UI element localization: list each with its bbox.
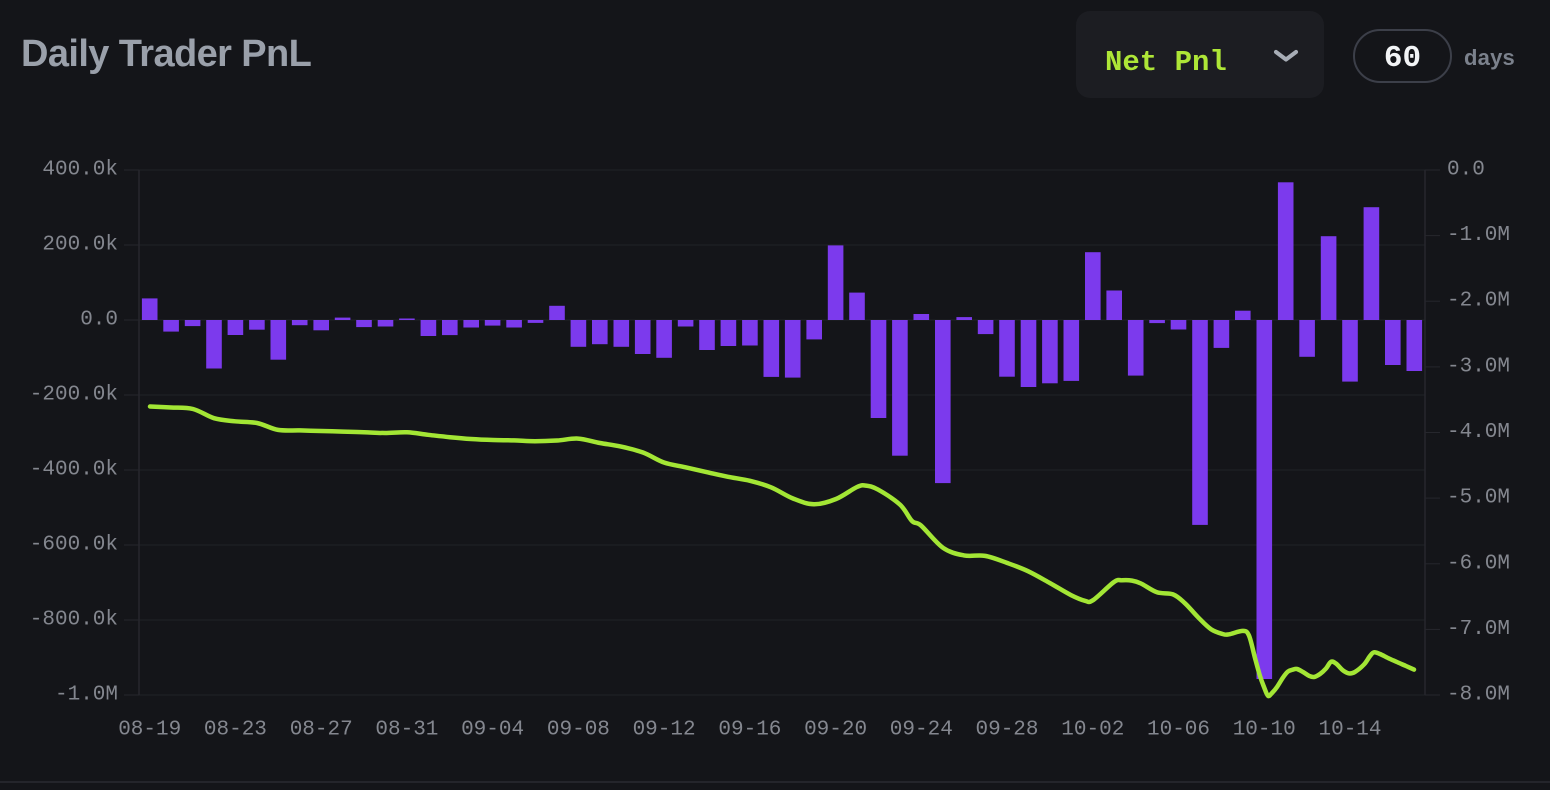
svg-text:-200.0k: -200.0k [30, 384, 118, 407]
svg-text:0.0: 0.0 [80, 309, 118, 332]
svg-text:09-24: 09-24 [890, 719, 953, 742]
svg-text:200.0k: 200.0k [42, 234, 118, 257]
svg-text:-6.0M: -6.0M [1447, 552, 1510, 575]
svg-text:08-19: 08-19 [118, 719, 181, 742]
svg-text:-3.0M: -3.0M [1447, 355, 1510, 378]
svg-text:400.0k: 400.0k [42, 159, 118, 182]
svg-text:-1.0M: -1.0M [1447, 224, 1510, 247]
svg-text:09-16: 09-16 [718, 719, 781, 742]
svg-text:-7.0M: -7.0M [1447, 618, 1510, 641]
svg-text:-800.0k: -800.0k [30, 609, 118, 632]
svg-text:-2.0M: -2.0M [1447, 290, 1510, 313]
svg-text:-4.0M: -4.0M [1447, 421, 1510, 444]
svg-text:10-14: 10-14 [1318, 719, 1381, 742]
svg-text:-400.0k: -400.0k [30, 459, 118, 482]
svg-text:09-12: 09-12 [633, 719, 696, 742]
svg-text:-1.0M: -1.0M [55, 684, 118, 707]
svg-text:09-20: 09-20 [804, 719, 867, 742]
svg-text:08-31: 08-31 [375, 719, 438, 742]
svg-text:10-02: 10-02 [1061, 719, 1124, 742]
svg-text:08-23: 08-23 [204, 719, 267, 742]
svg-text:09-04: 09-04 [461, 719, 524, 742]
svg-text:09-08: 09-08 [547, 719, 610, 742]
svg-text:09-28: 09-28 [975, 719, 1038, 742]
svg-text:08-27: 08-27 [290, 719, 353, 742]
svg-text:10-06: 10-06 [1147, 719, 1210, 742]
svg-text:-5.0M: -5.0M [1447, 487, 1510, 510]
svg-text:10-10: 10-10 [1233, 719, 1296, 742]
svg-text:0.0: 0.0 [1447, 159, 1485, 182]
svg-text:-600.0k: -600.0k [30, 534, 118, 557]
svg-text:-8.0M: -8.0M [1447, 684, 1510, 707]
